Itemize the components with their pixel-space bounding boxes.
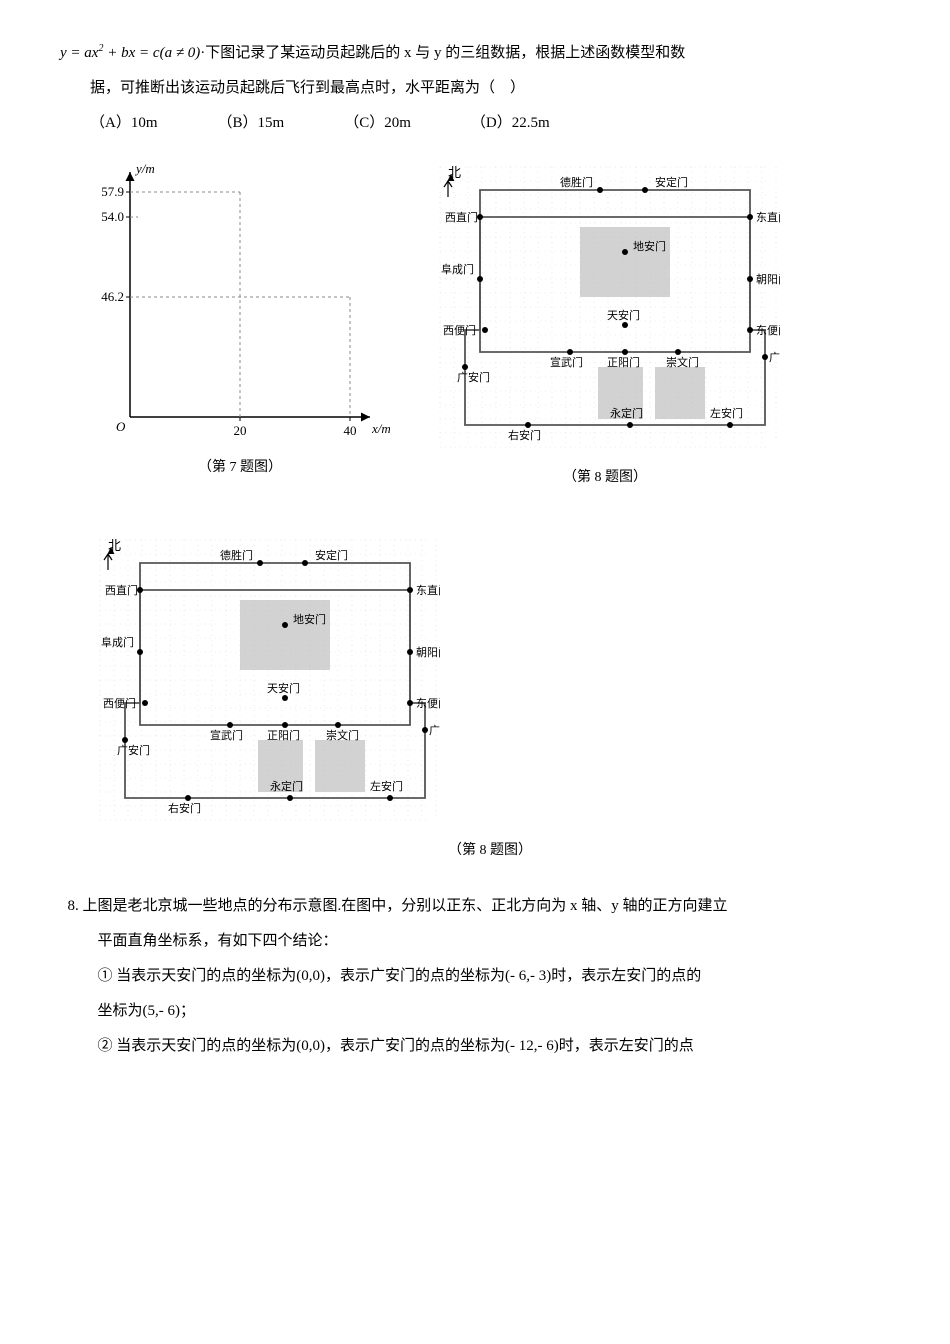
q8-map-svg-1: 北▲德胜门安定门西直门东直门地安门阜成门朝阳门西便门天安门东便门宣武门正阳门崇文… [430, 157, 780, 457]
svg-text:▲: ▲ [105, 543, 117, 557]
q7-tail: ·下图记录了某运动员起跳后的 x 与 y 的三组数据，根据上述函数模型和数 [200, 45, 685, 61]
q8-intro1: 上图是老北京城一些地点的分布示意图.在图中，分别以正东、正北方向为 x 轴、y … [83, 898, 728, 914]
figures-row-1: y/mx/mO46.254.057.92040 （第 7 题图） 北▲德胜门安定… [60, 157, 890, 490]
q8-figure-top: 北▲德胜门安定门西直门东直门地安门阜成门朝阳门西便门天安门东便门宣武门正阳门崇文… [430, 157, 780, 490]
q7-option-c: （C）20m [344, 110, 411, 137]
q8-map-svg-2: 北▲德胜门安定门西直门东直门地安门阜成门朝阳门西便门天安门东便门宣武门正阳门崇文… [90, 530, 440, 830]
svg-text:天安门: 天安门 [267, 681, 300, 695]
svg-text:57.9: 57.9 [101, 184, 124, 199]
svg-text:广安门: 广安门 [457, 370, 490, 384]
q7-caption: （第 7 题图） [198, 455, 282, 480]
q8-statement1a: ① 当表示天安门的点的坐标为(0,0)，表示广安门的点的坐标为(- 6,- 3)… [68, 963, 891, 990]
svg-text:地安门: 地安门 [293, 612, 326, 626]
svg-text:西便门: 西便门 [443, 323, 476, 337]
svg-text:▲: ▲ [445, 170, 457, 184]
svg-text:崇文门: 崇文门 [666, 355, 699, 369]
svg-text:地安门: 地安门 [633, 239, 666, 253]
svg-text:46.2: 46.2 [101, 289, 124, 304]
svg-text:y/m: y/m [134, 161, 155, 176]
svg-text:O: O [116, 419, 126, 434]
q7-options: （A）10m （B）15m （C）20m （D）22.5m [60, 110, 890, 137]
svg-text:西直门: 西直门 [105, 583, 138, 597]
svg-text:西直门: 西直门 [445, 210, 478, 224]
svg-text:东直门: 东直门 [416, 583, 440, 597]
svg-text:天安门: 天安门 [607, 308, 640, 322]
svg-text:宣武门: 宣武门 [550, 355, 583, 369]
svg-text:左安门: 左安门 [370, 779, 403, 793]
svg-text:德胜门: 德胜门 [220, 548, 253, 562]
svg-text:宣武门: 宣武门 [210, 728, 243, 742]
svg-text:正阳门: 正阳门 [267, 728, 300, 742]
svg-text:东便门: 东便门 [756, 323, 780, 337]
svg-text:德胜门: 德胜门 [560, 175, 593, 189]
svg-text:阜成门: 阜成门 [441, 262, 474, 276]
svg-text:x/m: x/m [371, 421, 390, 436]
svg-text:右安门: 右安门 [508, 428, 541, 442]
q7-option-b: （B）15m [218, 110, 285, 137]
svg-text:西便门: 西便门 [103, 696, 136, 710]
svg-text:安定门: 安定门 [655, 175, 688, 189]
svg-text:40: 40 [344, 423, 357, 438]
q8-block: 8. 上图是老北京城一些地点的分布示意图.在图中，分别以正东、正北方向为 x 轴… [60, 893, 890, 1060]
svg-text:东直门: 东直门 [756, 210, 780, 224]
q7-figure: y/m x/m O 46.2 54.0 57.9 20 40 （第 7 题图） [90, 157, 390, 480]
q8-intro-line1: 8. 上图是老北京城一些地点的分布示意图.在图中，分别以正东、正北方向为 x 轴… [68, 893, 891, 920]
svg-text:20: 20 [234, 423, 247, 438]
q8-intro-line2: 平面直角坐标系，有如下四个结论： [68, 928, 891, 955]
q8-caption-1: （第 8 题图） [563, 465, 647, 490]
q7-option-d: （D）22.5m [471, 110, 550, 137]
svg-text:阜成门: 阜成门 [101, 635, 134, 649]
svg-text:广渠门: 广渠门 [769, 350, 780, 364]
q8-statement1b: 坐标为(5,- 6)； [68, 998, 891, 1025]
svg-text:广安门: 广安门 [117, 743, 150, 757]
q7-option-a: （A）10m [90, 110, 158, 137]
svg-text:广渠门: 广渠门 [429, 723, 440, 737]
svg-text:崇文门: 崇文门 [326, 728, 359, 742]
svg-text:右安门: 右安门 [168, 801, 201, 815]
q7-stem-line2: 据，可推断出该运动员起跳后飞行到最高点时，水平距离为（ ） [60, 75, 890, 102]
q7-chart-svg: y/m x/m O 46.2 54.0 57.9 20 40 [90, 157, 390, 447]
svg-text:正阳门: 正阳门 [607, 355, 640, 369]
q7-stem-line1: y = ax2 + bx = c(a ≠ 0)·下图记录了某运动员起跳后的 x … [60, 40, 890, 67]
svg-text:永定门: 永定门 [610, 406, 643, 420]
q8-caption-2: （第 8 题图） [448, 838, 532, 863]
q8-number: 8. [68, 898, 79, 914]
q8-figure-middle: 北▲德胜门安定门西直门东直门地安门阜成门朝阳门西便门天安门东便门宣武门正阳门崇文… [60, 530, 890, 863]
svg-text:永定门: 永定门 [270, 779, 303, 793]
q8-statement2: ② 当表示天安门的点的坐标为(0,0)，表示广安门的点的坐标为(- 12,- 6… [68, 1033, 891, 1060]
svg-text:东便门: 东便门 [416, 696, 440, 710]
svg-text:左安门: 左安门 [710, 406, 743, 420]
svg-text:朝阳门: 朝阳门 [416, 645, 440, 659]
svg-text:朝阳门: 朝阳门 [756, 272, 780, 286]
q7-formula: y = ax2 + bx = c(a ≠ 0) [60, 45, 200, 61]
svg-text:54.0: 54.0 [101, 209, 124, 224]
svg-text:安定门: 安定门 [315, 548, 348, 562]
